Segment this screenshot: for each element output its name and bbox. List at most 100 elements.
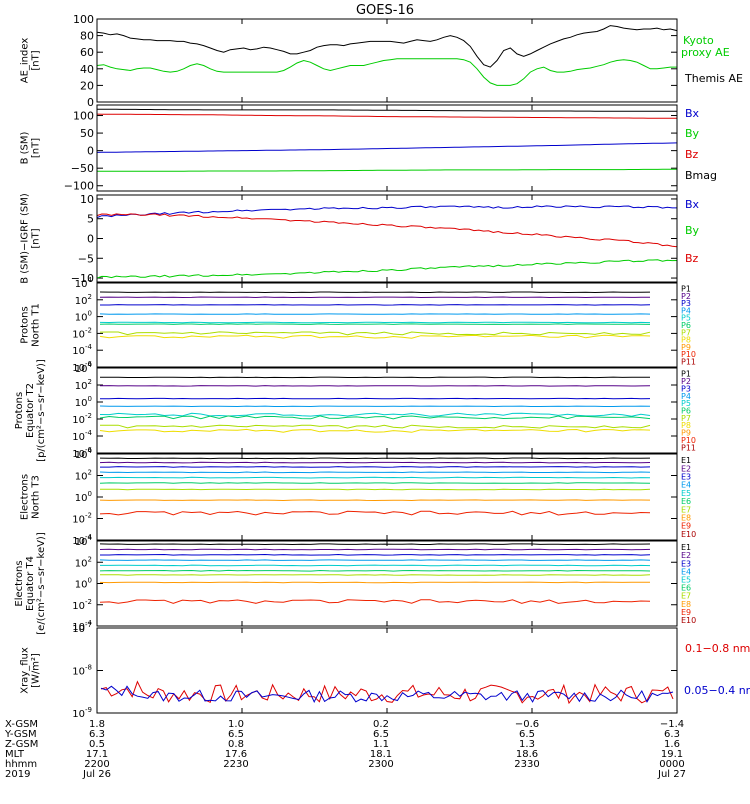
y-axis-label-line: AE_index (20, 38, 31, 84)
series-bx (97, 206, 677, 218)
channel-e9 (100, 511, 650, 515)
y-axis-label-line: [nT] (31, 228, 42, 248)
y-tick-label: 102 (75, 469, 92, 483)
y-tick-label: 10-4 (72, 429, 92, 443)
y-axis-label-line: [e/(cm²−s−sr−keV)] (36, 532, 47, 635)
y-axis-label-line: North T1 (31, 303, 42, 347)
channel-p7 (100, 425, 650, 428)
x-row-label: 2019 (5, 769, 30, 780)
series-by (97, 260, 677, 278)
y-tick-label: 104 (75, 276, 93, 290)
channel-e4 (100, 560, 650, 561)
channel-label-p11: P11 (681, 443, 696, 452)
channel-e3 (100, 467, 650, 468)
y-axis-label-line: Electrons (14, 560, 25, 606)
y-tick-label: 10 (80, 193, 94, 206)
legend-by: By (685, 224, 700, 237)
y-axis-label-line: [p/(cm²−s−sr−keV)] (36, 359, 47, 462)
y-axis-label-line: Equator T2 (25, 383, 36, 438)
y-axis-label-line: Protons (14, 392, 25, 429)
channel-p6 (100, 324, 650, 325)
y-axis-label-line: B (SM) (20, 131, 31, 164)
legend-xray-long: 0.1−0.8 nm (685, 642, 750, 655)
y-tick-label: 10-4 (72, 343, 92, 357)
y-tick-label: 100 (73, 13, 94, 26)
y-tick-label: 10-9 (72, 706, 92, 720)
y-tick-label: −100 (64, 180, 94, 193)
channel-p7 (100, 332, 650, 335)
channel-p8 (100, 429, 650, 432)
x-row-value: 2300 (368, 759, 393, 770)
y-tick-label: 50 (80, 127, 94, 140)
channel-e8 (100, 582, 650, 583)
channel-e9 (100, 600, 650, 604)
y-tick-label: 10-7 (72, 621, 92, 635)
y-axis-label-line: [W/m²] (31, 653, 42, 688)
panel-frame (97, 368, 677, 453)
channel-e1 (100, 544, 650, 545)
y-tick-label: 102 (75, 555, 92, 569)
y-tick-label: 10-2 (72, 326, 92, 340)
y-tick-label: 100 (75, 395, 92, 409)
panel-xray: Xray_flux[W/m²] 10-9 10-8 10-7 0.1−0.8 nm 0.0… (20, 621, 750, 720)
channel-p4 (100, 406, 650, 407)
y-axis-label: B (SM)[nT] (20, 131, 42, 164)
channel-label-e10: E10 (681, 530, 696, 539)
y-tick-label: 10-8 (72, 664, 92, 678)
y-axis-label: Xray_flux[W/m²] (20, 647, 42, 694)
y-tick-label: 0 (87, 145, 94, 158)
legend-bx: Bx (685, 198, 700, 211)
x-row-value: 2330 (514, 759, 539, 770)
channel-e8 (100, 500, 650, 501)
y-tick-label: 104 (75, 447, 93, 461)
channel-p2 (100, 386, 650, 387)
y-tick-label: 100 (75, 490, 92, 504)
legend-xray-short: 0.05−0.4 nm (684, 684, 750, 697)
series-xray-blue (101, 686, 673, 702)
series-kyoto-proxy-ae (97, 59, 677, 86)
channel-p5 (100, 322, 650, 323)
y-tick-label: −50 (71, 162, 94, 175)
y-tick-label: −5 (78, 252, 94, 265)
channel-e3 (100, 555, 650, 556)
y-tick-label: 0 (87, 96, 94, 109)
channel-e6 (100, 570, 650, 571)
x-row-value: 2230 (223, 759, 248, 770)
channel-p1 (100, 292, 650, 293)
y-tick-label: 102 (75, 378, 92, 392)
y-axis-label: AE_index[nT] (20, 38, 42, 84)
channel-e5 (100, 565, 650, 566)
channel-e5 (100, 477, 650, 478)
channel-e4 (100, 472, 650, 473)
y-axis-label-line: Electrons (20, 474, 31, 520)
channel-p1 (100, 377, 650, 378)
y-tick-label: 40 (80, 63, 94, 76)
legend-bmag: Bmag (685, 169, 717, 182)
legend-bz: Bz (685, 252, 699, 265)
channel-e2 (100, 462, 650, 463)
channel-label-e10: E10 (681, 616, 696, 625)
y-axis-label-line: North T3 (31, 475, 42, 519)
channel-p3 (100, 305, 650, 306)
channel-e2 (100, 549, 650, 550)
series-xray-red (101, 682, 673, 703)
y-tick-label: 104 (75, 361, 93, 375)
channel-p6 (100, 416, 650, 419)
y-tick-label: 20 (80, 79, 94, 92)
series-bx (97, 143, 677, 153)
y-tick-label: 80 (80, 30, 94, 43)
y-tick-label: 100 (73, 110, 94, 123)
channel-e1 (100, 458, 650, 459)
y-axis-label-line: Protons (20, 306, 31, 343)
channel-p8 (100, 335, 650, 338)
